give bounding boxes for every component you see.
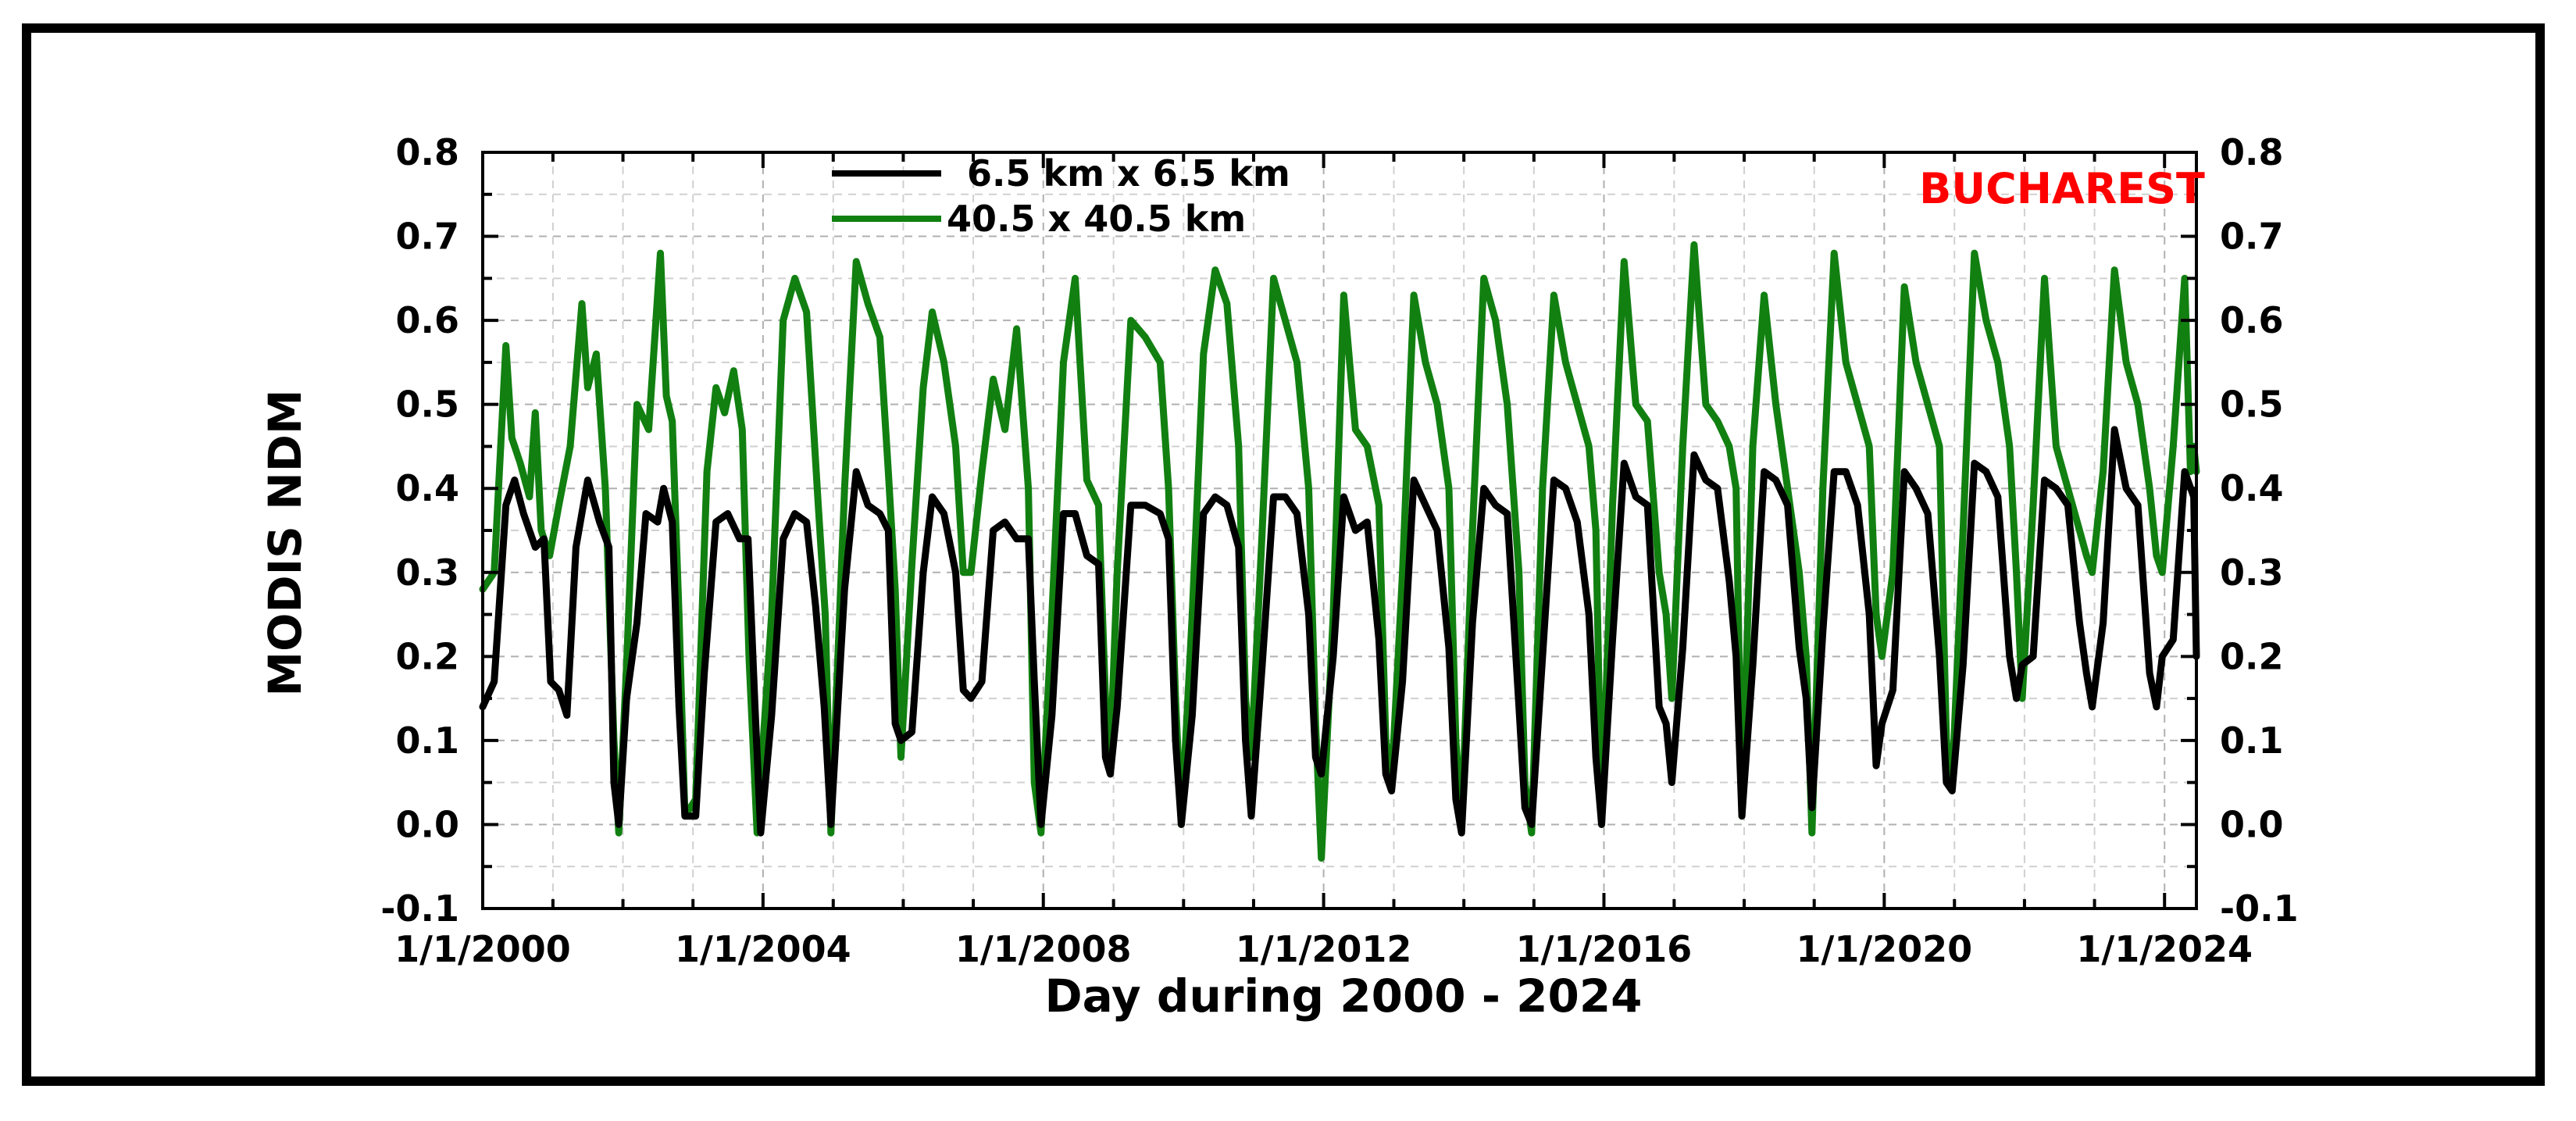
y-tick-label-left: 0.3 — [396, 552, 460, 594]
legend: 6.5 km x 6.5 km 40.5 x 40.5 km — [832, 152, 1290, 240]
x-tick-label: 1/1/2024 — [2076, 928, 2253, 970]
legend-label-small-window: 6.5 km x 6.5 km — [967, 152, 1290, 195]
y-tick-label-left: 0.4 — [396, 467, 460, 509]
y-tick-label-right: 0.2 — [2220, 635, 2284, 677]
x-axis-label: Day during 2000 - 2024 — [1044, 969, 1642, 1023]
series-line-small-window — [479, 426, 2200, 837]
y-tick-label-right: 0.0 — [2220, 803, 2284, 845]
series-layer — [479, 241, 2200, 862]
y-tick-label-right: 0.5 — [2220, 384, 2284, 426]
x-tick-label: 1/1/2016 — [1516, 928, 1693, 970]
x-tick-label: 1/1/2008 — [955, 928, 1132, 970]
x-tick-label: 1/1/2004 — [675, 928, 851, 970]
tick-layer: -0.1 -0.1 0.0 0.0 0.1 0.1 0.2 0.2 0.3 0.3 0.4 0.4 0.… — [380, 131, 2298, 970]
y-tick-label-left: 0.0 — [396, 803, 460, 845]
legend-label-large-window: 40.5 x 40.5 km — [947, 198, 1246, 240]
y-tick-label-right: 0.3 — [2220, 552, 2284, 594]
y-tick-label-left: 0.5 — [396, 384, 460, 426]
y-tick-label-right: 0.8 — [2220, 131, 2284, 173]
y-tick-label-right: 0.6 — [2220, 299, 2284, 341]
y-tick-label-left: 0.6 — [396, 299, 460, 341]
y-tick-label-right: 0.4 — [2220, 467, 2284, 509]
y-tick-label-right: -0.1 — [2220, 887, 2299, 930]
figure-frame — [22, 23, 2545, 1086]
y-tick-label-left: 0.2 — [396, 635, 460, 677]
x-tick-label: 1/1/2020 — [1796, 928, 1973, 970]
chart-annotation: BUCHAREST — [1919, 164, 2205, 213]
y-tick-label-left: 0.1 — [396, 719, 460, 762]
x-tick-label: 1/1/2012 — [1236, 928, 1412, 970]
y-axis-label: MODIS NDM — [259, 389, 312, 696]
y-tick-label-left: 0.8 — [396, 131, 460, 173]
y-tick-label-right: 0.1 — [2220, 719, 2284, 762]
y-tick-label-left: -0.1 — [380, 887, 459, 930]
x-tick-label: 1/1/2000 — [394, 928, 571, 970]
y-tick-label-left: 0.7 — [396, 216, 460, 258]
y-tick-label-right: 0.7 — [2220, 216, 2284, 258]
